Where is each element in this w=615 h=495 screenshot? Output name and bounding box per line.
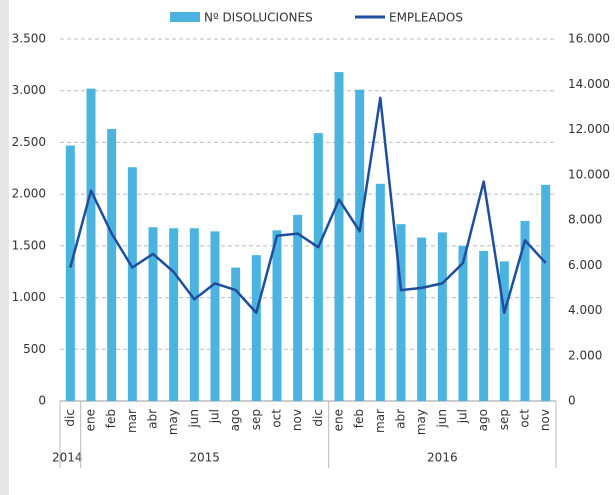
bar <box>334 72 344 402</box>
x-tick-label: sep <box>497 409 511 430</box>
x-tick-label: jul <box>456 409 470 424</box>
x-tick-label: mar <box>125 409 139 433</box>
x-tick-label: feb <box>104 409 118 428</box>
x-tick-label: ene <box>84 409 98 431</box>
x-tick-label: abr <box>394 409 408 429</box>
x-tick-label: ene <box>332 409 346 431</box>
x-tick-label: oct <box>518 409 532 428</box>
bar <box>86 88 96 401</box>
bar <box>313 133 323 401</box>
x-tick-label: jul <box>208 409 222 424</box>
x-tick-label: oct <box>270 409 284 428</box>
y-tick-label: 1.500 <box>12 238 46 252</box>
bar <box>272 230 282 401</box>
y2-tick-label: 8.000 <box>568 213 602 227</box>
bar <box>499 261 509 401</box>
bar <box>127 167 137 401</box>
bar <box>169 228 179 401</box>
bar <box>396 224 406 401</box>
bar <box>293 214 303 401</box>
group-label: 2014 <box>52 451 83 465</box>
bar <box>437 232 447 401</box>
x-tick-label: feb <box>352 409 366 428</box>
bar <box>210 231 220 401</box>
x-tick-label: nov <box>290 409 304 431</box>
y2-tick-label: 10.000 <box>568 167 610 181</box>
bar <box>458 245 468 401</box>
bar <box>355 89 365 402</box>
x-tick-label: dic <box>63 409 77 427</box>
x-tick-label: mar <box>373 409 387 433</box>
y2-tick-label: 4.000 <box>568 303 602 317</box>
x-tick-label: jun <box>187 409 201 429</box>
y-tick-label: 1.000 <box>12 290 46 304</box>
y-tick-label: 0 <box>38 394 46 408</box>
group-label: 2016 <box>427 451 458 465</box>
x-tick-label: may <box>414 409 428 435</box>
line <box>69 96 547 315</box>
y2-tick-label: 2.000 <box>568 348 602 362</box>
x-tick-label: may <box>166 409 180 435</box>
legend-swatch <box>170 12 200 22</box>
x-tick-label: ago <box>476 409 490 431</box>
y-tick-label: 2.500 <box>12 135 46 149</box>
bar <box>251 255 261 401</box>
y2-tick-label: 6.000 <box>568 258 602 272</box>
group-label: 2015 <box>189 451 220 465</box>
bar <box>479 251 489 401</box>
bar <box>65 145 75 401</box>
y2-tick-label: 14.000 <box>568 77 610 91</box>
y-tick-label: 2.000 <box>12 187 46 201</box>
y-tick-label: 3.000 <box>12 83 46 97</box>
legend-label: EMPLEADOS <box>389 11 463 25</box>
bar <box>541 184 551 401</box>
bar <box>417 237 427 401</box>
x-tick-label: nov <box>538 409 552 431</box>
x-tick-label: jun <box>435 409 449 429</box>
bar <box>520 221 530 401</box>
y-tick-label: 3.500 <box>12 32 46 46</box>
bar <box>375 183 385 401</box>
x-tick-label: ago <box>228 409 242 431</box>
y2-tick-label: 12.000 <box>568 122 610 136</box>
x-tick-label: dic <box>311 409 325 427</box>
bar <box>231 267 241 401</box>
x-tick-label: sep <box>249 409 263 430</box>
bar <box>148 227 158 401</box>
bar <box>107 128 117 402</box>
side-strip <box>0 0 9 495</box>
y2-tick-label: 0 <box>568 394 576 408</box>
y-tick-label: 500 <box>23 342 46 356</box>
legend-label: Nº DISOLUCIONES <box>204 11 313 25</box>
y2-tick-label: 16.000 <box>568 32 610 46</box>
bar <box>189 228 199 401</box>
x-tick-label: abr <box>146 409 160 429</box>
